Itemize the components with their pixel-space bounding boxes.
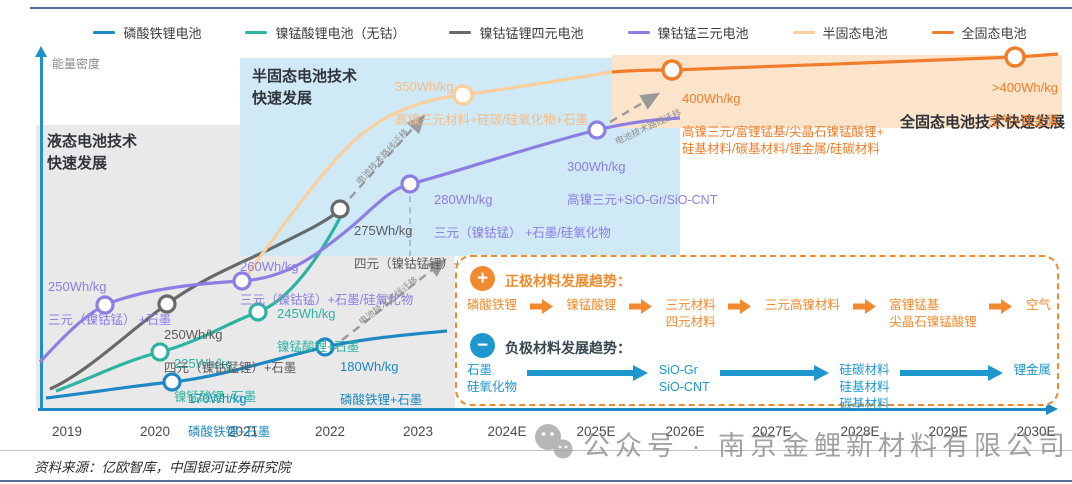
cathode-stage: 镍锰酸锂	[566, 298, 617, 312]
legend-item-semi-solid: 半固态电池	[792, 23, 888, 42]
point-label-quad-250: 250Wh/kg 四元（镍钴锰锂）+石墨	[164, 327, 297, 376]
arrow-right-icon	[852, 299, 876, 314]
watermark-text: 公众号 · 南京金鲤新材料有限公司	[583, 430, 1070, 461]
x-tick-2022: 2022	[314, 424, 346, 439]
legend-label: 半固态电池	[822, 26, 888, 41]
y-axis-label: 能量密度	[52, 57, 101, 71]
legend-label: 镍锰酸锂电池（无钴）	[275, 26, 406, 41]
x-tick-2028e: 2028E	[840, 424, 880, 439]
arrow-right-icon	[529, 299, 553, 314]
x-axis	[38, 408, 1048, 411]
point-label-solid-400: 400Wh/kg 高镍三元/富锂锰基/尖晶石镍锰酸锂+ 硅基材料/碳基材料/锂金…	[682, 91, 884, 156]
legend-label: 磷酸铁锂电池	[123, 26, 202, 41]
legend-item-all-solid: 全固态电池	[931, 23, 1027, 42]
long-arrow-right-icon	[526, 365, 648, 381]
source-text: 资料来源：亿欧智库，中国银河证券研究院	[34, 460, 291, 475]
watermark: 公众号 · 南京金鲤新材料有限公司	[533, 423, 1070, 463]
legend-swatch-all-solid	[931, 31, 954, 34]
y-axis	[40, 56, 43, 408]
anode-stage: SiO-Gr SiO-CNT	[658, 363, 710, 394]
region-label-liquid: 液态电池技术 快速发展	[47, 133, 138, 172]
x-tick-2027e: 2027E	[752, 424, 792, 439]
point-label-ncm-260: 260Wh/kg 三元（镍钴锰）+石墨/硅氧化物	[240, 259, 414, 308]
cathode-stage: 磷酸铁锂	[467, 298, 518, 312]
legend-swatch-lfp	[93, 31, 116, 34]
region-label-all-solid: 全固态电池技术快速发展	[900, 114, 1066, 131]
x-tick-2020: 2020	[139, 424, 171, 439]
x-tick-2029e: 2029E	[928, 424, 968, 439]
legend-item-lfp: 磷酸铁锂电池	[93, 23, 201, 42]
cathode-stage: 三元高镍材料	[764, 298, 840, 312]
legend-swatch-quad	[449, 31, 472, 34]
arrow-right-icon	[728, 299, 752, 314]
cathode-trend-title: 正极材料发展趋势：	[505, 273, 631, 289]
x-tick-2024e: 2024E	[487, 424, 527, 439]
anode-stage: 石墨 硅氧化物	[467, 363, 518, 394]
legend-item-ncm: 镍钴锰三元电池	[627, 23, 749, 42]
x-tick-2019: 2019	[51, 424, 83, 439]
legend-label: 镍钴锰三元电池	[657, 26, 749, 41]
footer-rule	[0, 450, 1072, 451]
x-axis-arrow-icon	[1046, 403, 1058, 415]
long-arrow-right-icon	[899, 365, 1003, 381]
legend-item-quad: 镍钴锰锂四元电池	[449, 23, 584, 42]
x-tick-2023: 2023	[402, 424, 434, 439]
cathode-stage: 空气	[1025, 298, 1051, 312]
legend-label: 全固态电池	[961, 26, 1027, 41]
anode-flow: 石墨 硅氧化物 SiO-Gr SiO-CNT 硅碳材料 硅基材料 碳基材料 锂金…	[467, 362, 1051, 413]
x-tick-2025e: 2025E	[576, 424, 616, 439]
plus-icon: +	[470, 266, 495, 291]
point-label-semi-350: 350Wh/kg 高镍三元材料+硅碳/硅氧化物+石墨	[395, 79, 589, 128]
wechat-icon	[535, 424, 573, 459]
legend-swatch-ncm	[627, 31, 650, 34]
arrow-right-icon	[628, 299, 652, 314]
cathode-stage: 富锂锰基 尖晶石镍锰酸锂	[889, 298, 977, 329]
arrow-right-icon	[989, 299, 1013, 314]
point-label-ncm-250: 250Wh/kg 三元（镍钴锰） +石墨	[48, 279, 172, 328]
anode-trend-title: 负极材料发展趋势：	[505, 340, 631, 356]
legend-swatch-semi-solid	[792, 31, 815, 34]
minus-icon: −	[470, 333, 495, 358]
top-rule	[30, 7, 1072, 9]
legend: 磷酸铁锂电池 镍锰酸锂电池（无钴） 镍钴锰锂四元电池 镍钴锰三元电池 半固态电池…	[60, 23, 1060, 42]
legend-label: 镍钴锰锂四元电池	[479, 26, 584, 41]
long-arrow-right-icon	[719, 365, 829, 381]
legend-swatch-ni-mn	[245, 31, 268, 34]
region-label-semi-solid: 半固态电池技术 快速发展	[252, 68, 358, 107]
cathode-stage: 三元材料 四元材料	[665, 298, 716, 329]
y-axis-arrow-icon	[35, 46, 47, 57]
cathode-flow: 磷酸铁锂 镍锰酸锂 三元材料 四元材料 三元高镍材料 富锂锰基 尖晶石镍锰酸锂 …	[467, 297, 1051, 331]
legend-item-ni-mn: 镍锰酸锂电池（无钴）	[245, 23, 405, 42]
bottom-rule	[0, 480, 1072, 482]
x-tick-2026e: 2026E	[665, 424, 705, 439]
anode-stage: 硅碳材料 硅基材料 碳基材料	[839, 363, 890, 411]
material-trend-box: + 正极材料发展趋势： 磷酸铁锂 镍锰酸锂 三元材料 四元材料 三元高镍材料 富…	[455, 255, 1059, 411]
x-tick-2030e: 2030E	[1016, 424, 1056, 439]
point-label-solid-400p: >400Wh/kg 空气+锂金属	[988, 80, 1058, 129]
anode-stage: 锂金属	[1013, 363, 1051, 377]
x-tick-2021: 2021	[227, 424, 259, 439]
